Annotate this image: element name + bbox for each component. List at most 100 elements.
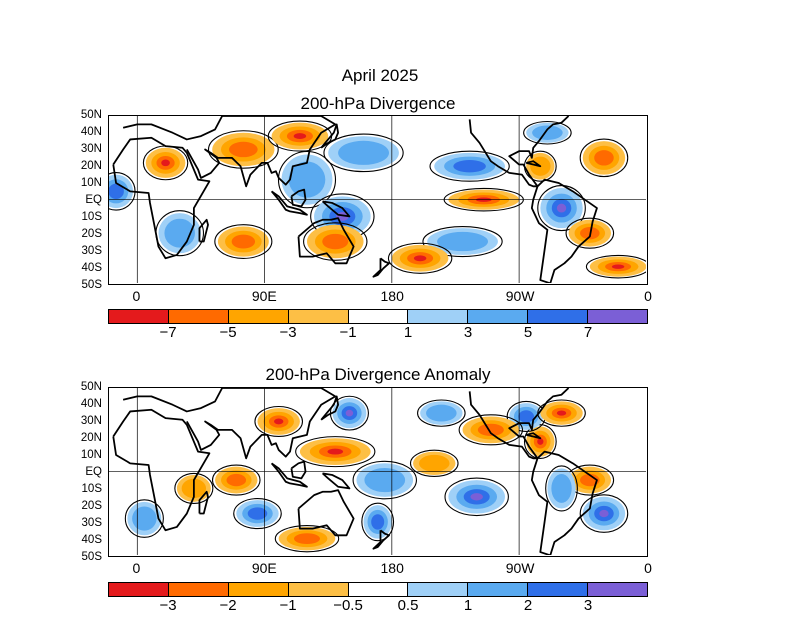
divergence-region (329, 395, 369, 431)
colorbar-label: 5 (523, 324, 533, 341)
lat-tick-label: 30S (81, 245, 102, 257)
convergence-region (295, 436, 376, 468)
lat-tick-label: 50N (80, 109, 102, 121)
divergence-region (523, 120, 572, 145)
coastline (297, 217, 355, 265)
colorbar-swatch (168, 310, 229, 323)
colorbar-swatch (408, 583, 469, 596)
colorbar-label: 1 (463, 597, 473, 614)
convergence-region (274, 524, 340, 553)
lat-tick-label: 50N (80, 381, 102, 393)
divergence-region (417, 399, 466, 427)
colorbar-swatch (109, 310, 169, 323)
lon-tick-label: 90W (505, 288, 535, 304)
colorbar-swatch (528, 310, 589, 323)
coastline (530, 178, 598, 284)
lon-tick-label: 0 (644, 288, 652, 304)
divergence-region (323, 133, 404, 173)
colorbar-swatch (408, 310, 469, 323)
lat-tick-label: 40N (80, 398, 102, 410)
divergence-region (422, 226, 503, 258)
colorbar-swatch (528, 583, 589, 596)
lat-tick-label: 50S (81, 279, 102, 291)
coastline (198, 490, 209, 515)
lat-tick-label: 10N (80, 449, 102, 461)
colorbar-swatch (348, 310, 409, 323)
divergence-region (579, 494, 629, 533)
colorbar-label: 7 (583, 324, 593, 341)
lat-tick-label: 40S (81, 262, 102, 274)
lat-tick-label: 20N (80, 432, 102, 444)
coastline (198, 218, 209, 243)
lon-tick-label: 90W (505, 560, 535, 576)
colorbar-swatch (288, 583, 349, 596)
lat-tick-label: EQ (85, 466, 102, 478)
lat-tick-label: 10S (81, 483, 102, 495)
divergence-region (155, 210, 205, 257)
coastline (321, 200, 351, 218)
figure-title: April 2025 (341, 66, 419, 85)
convergence-region (214, 224, 273, 259)
coastline (320, 123, 339, 149)
lon-tick-label: 180 (380, 288, 404, 304)
divergence-region (429, 150, 510, 182)
colorbar-swatch (468, 310, 529, 323)
colorbar-label: −0.5 (333, 597, 363, 614)
divergence-region (444, 477, 509, 517)
lon-tick-label: 180 (380, 560, 404, 576)
lat-tick-label: 20S (81, 228, 102, 240)
colorbar-label: 1 (403, 324, 413, 341)
divergence-region (277, 151, 337, 209)
colorbar-swatch (588, 310, 648, 323)
convergence-region (537, 399, 586, 427)
colorbar-label: 3 (463, 324, 473, 341)
lon-tick-label: 0 (132, 560, 141, 576)
map-divergence-anomaly (108, 387, 648, 557)
colorbar-swatch (468, 583, 529, 596)
panel-title-divergence: 200-hPa Divergence (300, 94, 456, 113)
convergence-region (142, 145, 189, 181)
colorbar-label: 2 (523, 597, 533, 614)
divergence-region (352, 460, 417, 500)
lat-tick-label: 10S (81, 211, 102, 223)
colorbar-label: −1 (279, 597, 297, 614)
colorbar-divergence-anomaly (108, 582, 648, 597)
colorbar-label: −3 (159, 597, 177, 614)
map-divergence (108, 115, 648, 285)
colorbar-label: −7 (159, 324, 177, 341)
map-canvas (109, 388, 647, 556)
colorbar-swatch (228, 310, 289, 323)
lat-tick-label: 40S (81, 534, 102, 546)
convergence-region (254, 405, 304, 438)
lat-tick-label: EQ (85, 194, 102, 206)
convergence-region (303, 222, 368, 261)
colorbar-swatch (109, 583, 169, 596)
colorbar-label: −1 (339, 324, 357, 341)
coastline (122, 116, 337, 188)
coastline (530, 450, 598, 556)
coastline (525, 160, 542, 168)
convergence-region (387, 242, 453, 274)
colorbar-divergence (108, 309, 648, 324)
coastline (270, 462, 308, 488)
lat-tick-label: 30S (81, 517, 102, 529)
divergence-region (124, 499, 164, 538)
lon-tick-label: 90E (251, 560, 277, 576)
coastline (468, 116, 570, 188)
coastline (468, 388, 570, 460)
coastline (297, 489, 355, 537)
convergence-region (585, 254, 647, 279)
lat-tick-label: 10N (80, 177, 102, 189)
colorbar-label: 0.5 (397, 597, 419, 614)
coastline (270, 190, 308, 216)
coastline (122, 388, 337, 460)
colorbar-swatch (348, 583, 409, 596)
divergence-region (361, 502, 395, 542)
coastline (112, 136, 211, 260)
coastline (525, 432, 542, 440)
coastline (372, 257, 390, 278)
colorbar-label: −2 (219, 597, 237, 614)
colorbar-swatch (588, 583, 648, 596)
map-canvas (109, 116, 647, 284)
colorbar-label: −3 (279, 324, 297, 341)
